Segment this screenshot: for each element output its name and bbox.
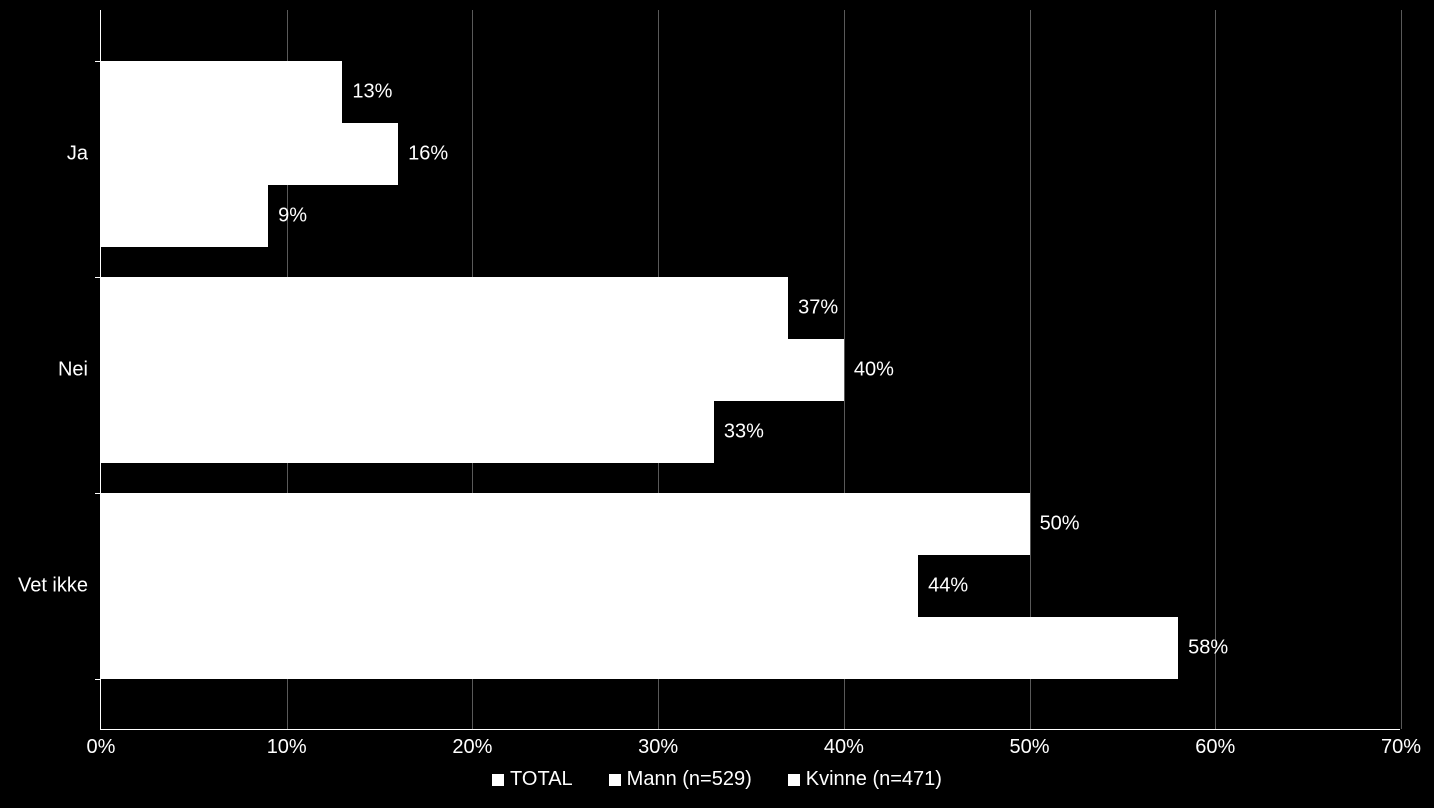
bar	[101, 617, 1178, 679]
x-tick-label: 40%	[824, 736, 864, 759]
legend-label: TOTAL	[510, 768, 573, 791]
bar-value-label: 50%	[1040, 513, 1080, 536]
x-tick-label: 20%	[452, 736, 492, 759]
bar	[101, 339, 844, 401]
bar-value-label: 33%	[724, 421, 764, 444]
y-category-label: Vet ikke	[0, 575, 88, 598]
y-category-label: Nei	[0, 359, 88, 382]
bar-value-label: 58%	[1188, 637, 1228, 660]
bar	[101, 493, 1030, 555]
bar	[101, 185, 268, 247]
legend: TOTAL Mann (n=529) Kvinne (n=471)	[0, 768, 1434, 792]
bar	[101, 401, 714, 463]
bar-value-label: 37%	[798, 297, 838, 320]
x-gridline	[1215, 10, 1216, 729]
bar-value-label: 16%	[408, 143, 448, 166]
y-category-label: Ja	[0, 143, 88, 166]
legend-swatch	[609, 774, 621, 786]
bar	[101, 277, 788, 339]
x-tick-label: 0%	[87, 736, 116, 759]
legend-swatch	[492, 774, 504, 786]
y-tick	[95, 679, 101, 680]
chart-container: 0% 10% 20% 30% 40% 50% 60% 70% 13% 16% 9% 37% 40% 33%…	[0, 0, 1434, 808]
bar-value-label: 40%	[854, 359, 894, 382]
plot-area: 0%10%20%30%40%50%60%70%13%16%9%37%40%33%…	[100, 10, 1400, 730]
legend-item: TOTAL	[492, 768, 573, 791]
legend-item: Mann (n=529)	[609, 768, 752, 791]
x-gridline	[1401, 10, 1402, 729]
x-tick-label: 50%	[1010, 736, 1050, 759]
bar	[101, 61, 342, 123]
bar	[101, 123, 398, 185]
x-tick-label: 70%	[1381, 736, 1421, 759]
x-tick-label: 30%	[638, 736, 678, 759]
bar-value-label: 13%	[352, 81, 392, 104]
legend-item: Kvinne (n=471)	[788, 768, 942, 791]
legend-label: Kvinne (n=471)	[806, 768, 942, 791]
legend-swatch	[788, 774, 800, 786]
bar	[101, 555, 918, 617]
x-tick-label: 10%	[267, 736, 307, 759]
bar-value-label: 9%	[278, 205, 307, 228]
x-tick-label: 60%	[1195, 736, 1235, 759]
bar-value-label: 44%	[928, 575, 968, 598]
legend-label: Mann (n=529)	[627, 768, 752, 791]
